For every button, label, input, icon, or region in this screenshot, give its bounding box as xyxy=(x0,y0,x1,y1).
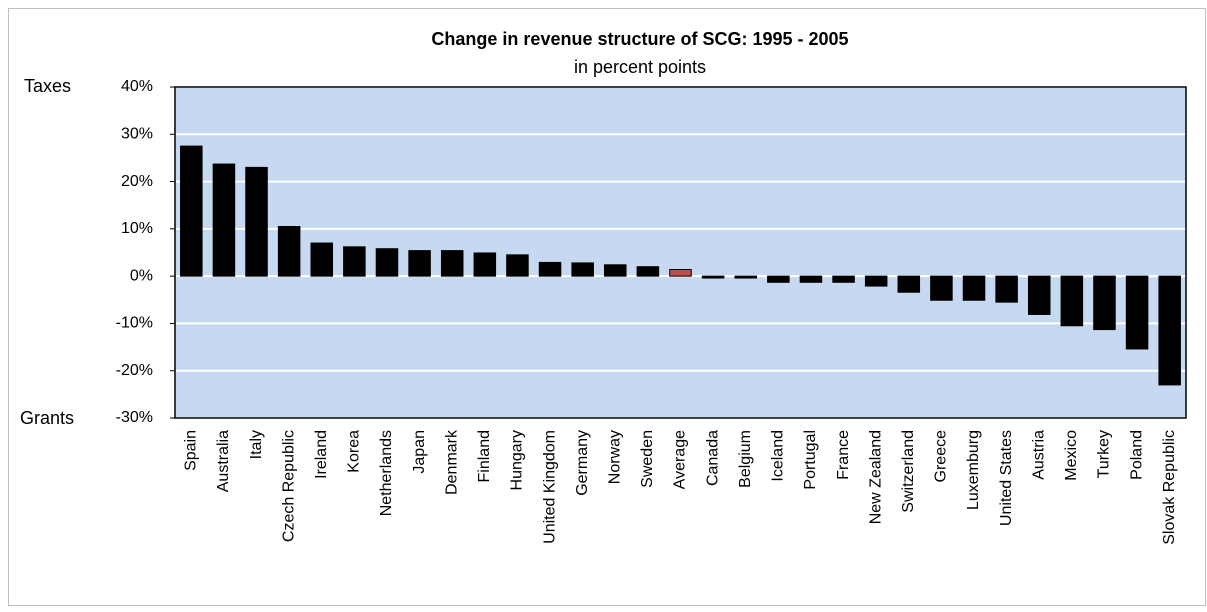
x-tick-label: Italy xyxy=(248,430,265,459)
chart-subtitle: in percent points xyxy=(574,57,706,77)
x-tick-label: United Kingdom xyxy=(541,430,558,544)
bar xyxy=(506,254,529,277)
x-tick-label: New Zealand xyxy=(867,430,884,524)
bar xyxy=(1125,275,1149,350)
y-tick-label: 10% xyxy=(121,220,153,237)
bar xyxy=(799,275,823,283)
y-tick-label: 40% xyxy=(121,78,153,95)
x-tick-label: Canada xyxy=(704,430,721,486)
x-tick-label: Ireland xyxy=(313,430,330,479)
x-tick-label: Switzerland xyxy=(900,430,917,513)
x-tick-label: Korea xyxy=(346,430,363,473)
bar xyxy=(571,262,594,277)
x-tick-label: Average xyxy=(672,430,689,489)
x-tick-label: Luxemburg xyxy=(965,430,982,510)
bottom-label: Grants xyxy=(20,408,74,428)
plot-border xyxy=(174,86,1187,419)
bar xyxy=(277,225,301,277)
bar xyxy=(930,275,953,301)
bar xyxy=(832,275,855,283)
x-tick-label: Czech Republic xyxy=(280,430,297,542)
top-label: Taxes xyxy=(24,76,71,96)
bar xyxy=(1060,275,1084,327)
y-tick-label: 0% xyxy=(130,267,153,284)
x-tick-label: Iceland xyxy=(770,430,787,482)
x-tick-label: Austria xyxy=(1030,430,1047,480)
x-tick-label: Australia xyxy=(215,430,232,492)
bar xyxy=(636,266,660,277)
x-tick-label: Sweden xyxy=(639,430,656,488)
bar xyxy=(604,264,627,277)
x-tick-label: Greece xyxy=(933,430,950,483)
x-tick-label: Belgium xyxy=(737,430,754,488)
x-tick-label: Netherlands xyxy=(378,430,395,516)
bar xyxy=(897,275,921,293)
x-tick-label: Norway xyxy=(606,430,623,484)
bar xyxy=(995,275,1018,303)
bar xyxy=(701,275,725,279)
bar xyxy=(343,246,366,277)
bar xyxy=(180,145,203,277)
bar xyxy=(1093,275,1116,331)
bar xyxy=(408,250,431,277)
x-tick-label: Slovak Republic xyxy=(1161,430,1178,545)
y-tick-label: -10% xyxy=(116,315,153,332)
x-tick-label: United States xyxy=(998,430,1015,526)
x-tick-label: Mexico xyxy=(1063,430,1080,481)
bar xyxy=(734,275,757,279)
bar xyxy=(245,166,268,277)
y-tick-label: 30% xyxy=(121,126,153,143)
bar xyxy=(1158,275,1181,386)
chart-title: Change in revenue structure of SCG: 1995… xyxy=(431,29,848,49)
y-tick-label: 20% xyxy=(121,173,153,190)
bar xyxy=(310,242,334,277)
bar xyxy=(440,250,464,277)
y-tick-label: -30% xyxy=(116,409,153,426)
x-tick-label: Turkey xyxy=(1096,430,1113,478)
x-tick-label: Poland xyxy=(1128,430,1145,480)
bar xyxy=(473,252,497,277)
bar xyxy=(1027,275,1051,315)
bar xyxy=(864,275,888,287)
x-tick-label: Japan xyxy=(411,430,428,474)
x-tick-label: Spain xyxy=(183,430,200,471)
bar xyxy=(212,163,236,277)
x-tick-label: France xyxy=(835,430,852,480)
bar xyxy=(538,261,562,277)
x-tick-label: Denmark xyxy=(443,429,460,495)
bar xyxy=(669,269,692,277)
bar xyxy=(962,275,986,301)
x-tick-label: Hungary xyxy=(509,430,526,490)
x-tick-label: Finland xyxy=(476,430,493,482)
x-tick-label: Portugal xyxy=(802,430,819,490)
y-tick-label: -20% xyxy=(116,362,153,379)
bar xyxy=(375,248,399,277)
x-tick-label: Germany xyxy=(574,430,591,496)
bar xyxy=(767,275,790,283)
